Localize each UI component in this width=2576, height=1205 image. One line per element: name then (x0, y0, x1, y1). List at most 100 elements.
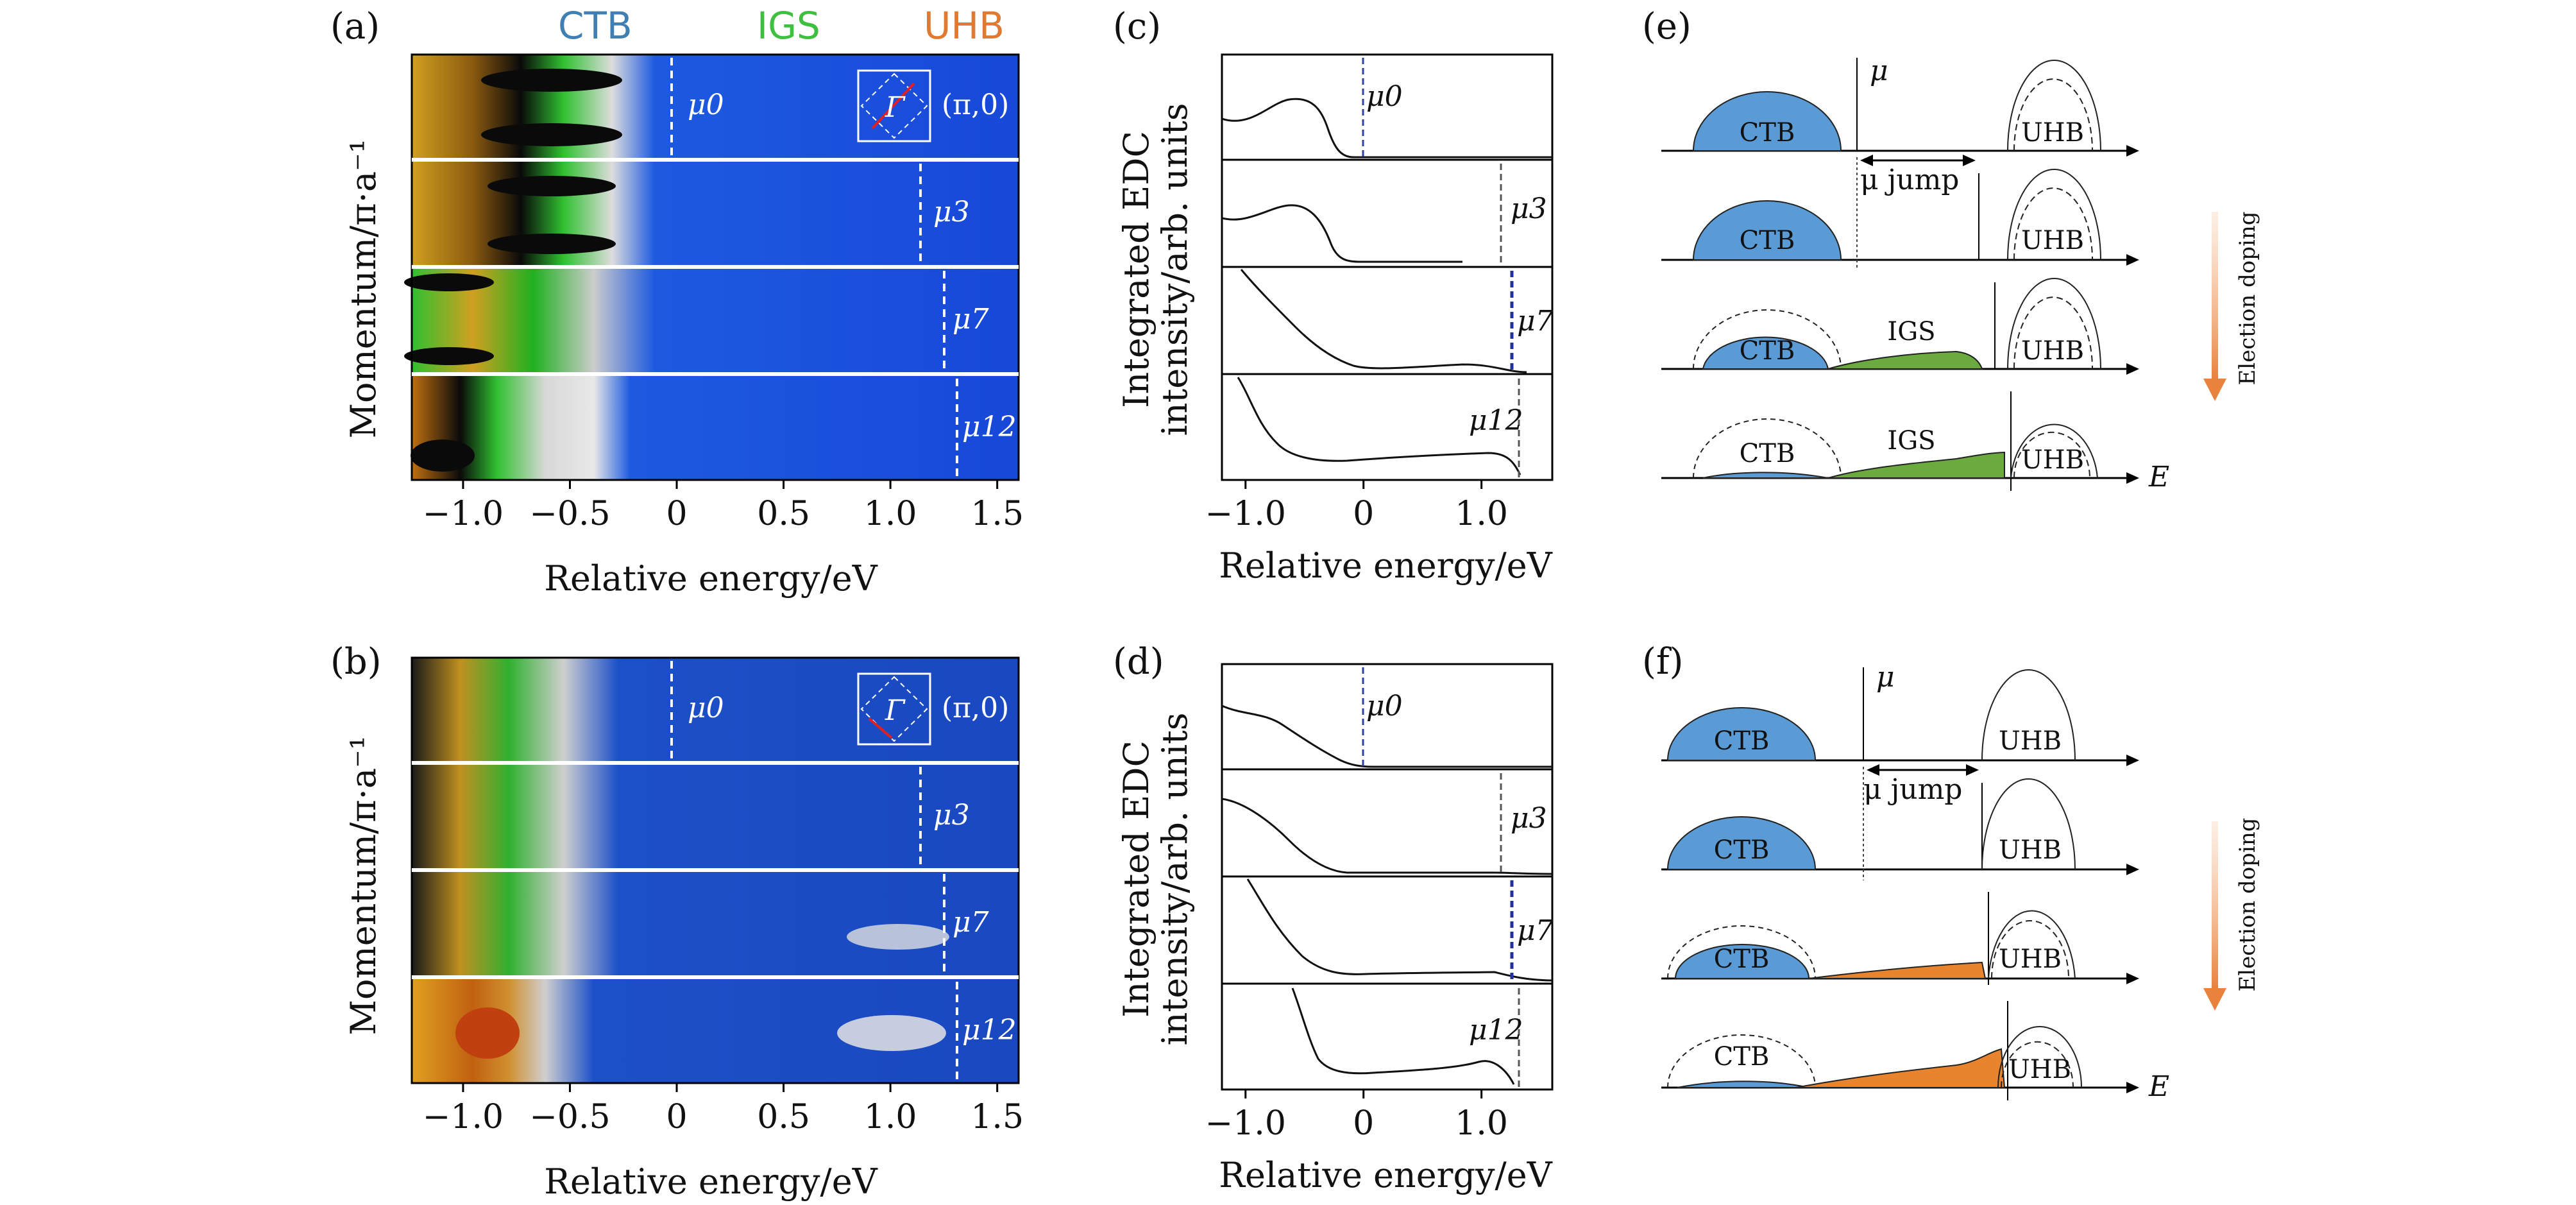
x-tick-label: 0 (666, 1098, 687, 1136)
panel-d: (d) Integrated EDC intensity/arb. units … (1113, 641, 1554, 1195)
arpes-strip (412, 872, 1019, 976)
mu-label: μ (1870, 55, 1888, 87)
edc-axis-label: intensity/arb. units (1155, 712, 1195, 1045)
ctb-label: CTB (1740, 118, 1795, 148)
x-axis: −1.0 0 1.0 (1205, 480, 1508, 533)
edc-curve (1221, 798, 1553, 875)
uhb-label: UHB (2021, 445, 2084, 475)
x-tick-label: −1.0 (423, 495, 504, 533)
x-tick-label: 1.0 (864, 1098, 917, 1136)
ctb-label: CTB (1714, 1042, 1770, 1072)
mu-label: μ12 (962, 411, 1017, 443)
mu-label: μ7 (953, 303, 989, 336)
panel-b: (b) Momentum/π·a⁻¹ μ0 μ3 μ7 μ12 Γ (π, (330, 641, 1024, 1202)
arpes-strip (411, 376, 1019, 480)
x-tick-label: 0 (1353, 495, 1374, 533)
ctb-band-label: CTB (558, 4, 632, 47)
arpes-strip (404, 269, 1019, 373)
k-point-label: (π,0) (942, 692, 1009, 724)
mu-label: μ3 (1511, 802, 1547, 835)
momentum-axis-label: Momentum/π·a⁻¹ (343, 139, 384, 439)
uhb-label: UHB (2021, 336, 2084, 366)
mu-label: μ0 (1366, 80, 1403, 113)
edc-axis-label: Integrated EDC (1116, 131, 1157, 408)
mu-label: μ3 (1511, 192, 1547, 225)
x-tick-label: −1.0 (1205, 495, 1286, 533)
mu-label: μ12 (962, 1014, 1017, 1047)
panel-e: (e) CTB μ UHB CTB μ jump UHB CTB IGS UHB (1642, 6, 2260, 493)
uhb-label: UHB (1999, 726, 2062, 756)
doping-label: Election doping (2235, 817, 2260, 991)
x-tick-label: 1.0 (864, 495, 917, 533)
x-tick-label: −0.5 (529, 1098, 610, 1136)
x-axis: −1.0 −0.5 0 0.5 1.0 1.5 (423, 1083, 1024, 1136)
igs-label: IGS (1887, 426, 1935, 456)
brillouin-zone-inset: Γ (π,0) (857, 69, 1009, 142)
panel-label-c: (c) (1113, 6, 1161, 47)
edc-axis-label: Integrated EDC (1116, 740, 1157, 1018)
arpes-strip (412, 765, 1019, 869)
energy-axis-label: Relative energy/eV (544, 1161, 877, 1202)
mu-label: μ0 (1366, 690, 1403, 722)
mu-label: μ0 (688, 692, 724, 724)
ctb-label: CTB (1714, 835, 1770, 865)
uhb-band-label: UHB (924, 4, 1004, 47)
edc-curve (1237, 377, 1521, 475)
panel-label-d: (d) (1113, 641, 1164, 683)
arpes-strip (412, 979, 1019, 1083)
mu-jump-label: μ jump (1863, 773, 1962, 806)
uhb-label: UHB (1999, 944, 2062, 974)
mu-label: μ7 (1517, 914, 1554, 947)
doping-arrow (2212, 212, 2218, 379)
edc-curve (1221, 204, 1462, 263)
mu-label: μ7 (1517, 305, 1554, 338)
panel-a: (a) Momentum/π·a⁻¹ μ0 μ3 (330, 6, 1024, 599)
mu-label: μ0 (688, 89, 724, 121)
momentum-axis-label: Momentum/π·a⁻¹ (343, 736, 384, 1036)
x-tick-label: −1.0 (423, 1098, 504, 1136)
doping-label: Election doping (2235, 211, 2260, 385)
x-tick-label: 0 (666, 495, 687, 533)
x-tick-label: 0 (1353, 1104, 1374, 1143)
edc-curve (1291, 987, 1515, 1085)
energy-axis-f: E (2148, 1070, 2169, 1103)
panel-label-e: (e) (1642, 6, 1691, 47)
x-tick-label: −1.0 (1205, 1104, 1286, 1143)
ctb-label: CTB (1740, 336, 1795, 366)
gamma-label: Γ (885, 694, 906, 727)
uhb-label: UHB (2021, 226, 2084, 255)
panel-f: (f) CTB μ UHB CTB μ jump UHB CTB UHB CT (1642, 641, 2260, 1103)
x-tick-label: 1.5 (970, 1098, 1024, 1136)
arpes-strip (412, 162, 1019, 266)
x-tick-label: 1.5 (970, 495, 1024, 533)
x-tick-label: 0.5 (757, 495, 810, 533)
band-legend: CTB IGS UHB (558, 4, 1004, 47)
mu-label: μ (1876, 661, 1895, 694)
mu-label: μ12 (1469, 404, 1523, 437)
energy-axis-label: Relative energy/eV (544, 558, 877, 599)
energy-axis-label: Relative energy/eV (1219, 1155, 1552, 1195)
x-axis: −1.0 −0.5 0 0.5 1.0 1.5 (423, 480, 1024, 533)
gamma-label: Γ (885, 91, 906, 124)
mu-label: μ3 (933, 196, 970, 228)
panel-label-a: (a) (330, 6, 380, 47)
ctb-label: CTB (1740, 226, 1795, 255)
igs-label: IGS (1887, 317, 1935, 346)
edc-curve (1221, 705, 1552, 768)
brillouin-zone-inset: Γ (π,0) (857, 672, 1009, 746)
energy-axis-label: Relative energy/eV (1219, 545, 1552, 586)
panel-label-f: (f) (1642, 641, 1683, 683)
mu-label: μ3 (933, 799, 970, 832)
x-tick-label: 1.0 (1455, 1104, 1508, 1143)
ctb-label: CTB (1740, 439, 1795, 468)
panel-c: (c) Integrated EDC intensity/arb. units … (1113, 6, 1554, 586)
mu-label: μ7 (953, 906, 989, 939)
uhb-label: UHB (2021, 118, 2084, 148)
edc-curve (1246, 878, 1553, 982)
edc-curve (1240, 269, 1527, 373)
mu-jump-label: μ jump (1860, 164, 1959, 196)
uhb-label: UHB (2008, 1055, 2071, 1084)
ctb-label: CTB (1714, 726, 1770, 756)
panel-label-b: (b) (330, 641, 382, 683)
